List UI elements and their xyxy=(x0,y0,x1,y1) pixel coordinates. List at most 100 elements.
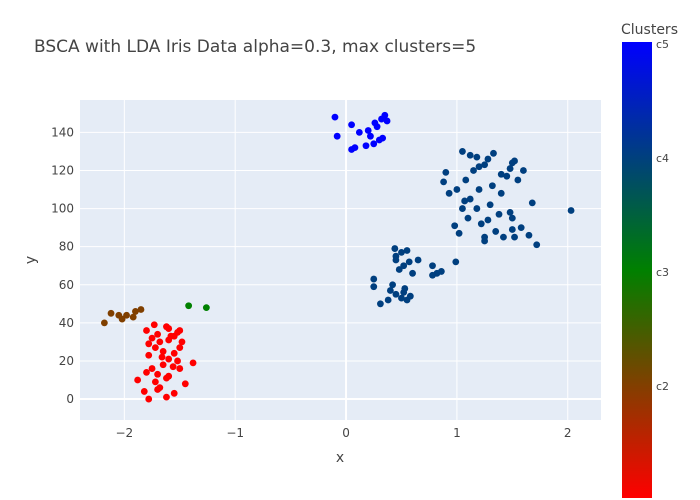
colorbar-tick-label: c4 xyxy=(656,152,669,165)
data-point-c4 xyxy=(528,199,536,207)
data-point-c5 xyxy=(362,142,370,150)
data-point-c1 xyxy=(143,368,150,376)
x-tick-label: −2 xyxy=(115,426,133,440)
data-point-c1 xyxy=(143,327,150,334)
data-point-c4 xyxy=(497,170,505,178)
data-point-c1 xyxy=(134,376,142,384)
data-point-c4 xyxy=(409,269,416,277)
colorbar xyxy=(622,42,652,498)
data-point-c4 xyxy=(442,168,450,176)
data-point-c4 xyxy=(392,256,400,264)
data-point-c5 xyxy=(383,117,391,125)
data-point-c4 xyxy=(567,207,575,214)
data-point-c1 xyxy=(150,321,158,329)
data-point-c1 xyxy=(145,340,153,348)
data-point-c1 xyxy=(167,332,175,340)
data-point-c4 xyxy=(475,186,483,193)
data-point-c1 xyxy=(170,349,178,357)
data-point-c4 xyxy=(455,229,463,237)
data-point-c4 xyxy=(459,205,466,212)
data-point-c4 xyxy=(503,172,511,180)
y-tick-label: 80 xyxy=(59,240,74,254)
data-point-c4 xyxy=(475,163,483,171)
data-point-c4 xyxy=(391,245,399,252)
data-point-c5 xyxy=(379,134,387,142)
y-tick-label: 40 xyxy=(59,316,74,330)
colorbar-ticks: c2 c3 c4 c5 xyxy=(656,38,669,393)
data-point-c4 xyxy=(398,294,405,302)
grid-lines xyxy=(80,100,601,420)
data-point-c1 xyxy=(154,330,161,338)
data-point-c4 xyxy=(511,233,518,241)
data-point-c4 xyxy=(395,266,403,273)
data-point-c5 xyxy=(364,127,372,134)
data-point-c1 xyxy=(145,351,153,359)
data-point-c4 xyxy=(481,161,489,169)
data-point-c4 xyxy=(405,258,413,266)
data-point-c1 xyxy=(165,355,173,363)
data-point-c5 xyxy=(367,132,374,140)
data-point-c4 xyxy=(464,214,472,222)
y-tick-label: 60 xyxy=(59,278,74,292)
x-axis-ticks: −2 −1 0 1 2 xyxy=(115,426,571,440)
data-point-c2 xyxy=(123,311,130,319)
data-point-c2 xyxy=(137,306,145,313)
data-point-c4 xyxy=(370,275,378,283)
data-point-c5 xyxy=(351,144,359,152)
x-tick-label: −1 xyxy=(226,426,244,440)
data-point-c1 xyxy=(154,370,161,378)
data-point-c4 xyxy=(506,165,514,172)
data-point-c4 xyxy=(414,256,422,264)
data-point-c4 xyxy=(459,148,466,155)
data-point-c1 xyxy=(154,386,161,393)
data-point-c1 xyxy=(158,353,166,361)
data-point-c4 xyxy=(400,262,408,270)
data-point-c1 xyxy=(178,338,186,346)
data-points xyxy=(100,111,575,403)
data-point-c5 xyxy=(348,121,355,129)
data-point-c1 xyxy=(140,388,148,395)
data-point-c5 xyxy=(370,140,378,148)
x-tick-label: 0 xyxy=(342,426,350,440)
data-point-c4 xyxy=(392,290,400,298)
data-point-c1 xyxy=(148,365,156,372)
data-point-c3 xyxy=(185,302,193,310)
data-point-c4 xyxy=(403,247,411,254)
data-point-c4 xyxy=(500,233,507,241)
data-point-c1 xyxy=(165,372,173,380)
colorbar-tick-label: c5 xyxy=(656,38,669,51)
colorbar-tick-label: c2 xyxy=(656,380,669,393)
data-point-c4 xyxy=(520,167,527,174)
data-point-c4 xyxy=(401,285,409,292)
data-point-c4 xyxy=(389,281,396,289)
data-point-c4 xyxy=(488,182,496,190)
data-point-c1 xyxy=(156,338,164,346)
data-point-c1 xyxy=(163,323,170,331)
x-axis-label: x xyxy=(336,450,344,466)
data-point-c5 xyxy=(373,123,381,131)
data-point-c4 xyxy=(533,241,541,249)
data-point-c4 xyxy=(470,167,477,174)
x-tick-label: 1 xyxy=(453,426,461,440)
data-point-c4 xyxy=(514,176,522,184)
y-axis-ticks: 0 20 40 60 80 100 120 140 xyxy=(51,125,74,406)
data-point-c4 xyxy=(506,208,514,216)
data-point-c1 xyxy=(174,357,181,365)
data-point-c4 xyxy=(525,231,533,239)
data-point-c1 xyxy=(181,380,189,388)
data-point-c1 xyxy=(151,344,159,352)
data-point-c4 xyxy=(466,151,474,159)
data-point-c4 xyxy=(486,201,494,209)
colorbar-title: Clusters xyxy=(621,22,678,38)
data-point-c4 xyxy=(508,214,516,222)
y-tick-label: 140 xyxy=(51,125,74,139)
x-tick-label: 2 xyxy=(564,426,572,440)
data-point-c4 xyxy=(452,258,460,266)
data-point-c2 xyxy=(115,311,123,319)
data-point-c4 xyxy=(451,222,459,230)
data-point-c1 xyxy=(148,334,156,342)
data-point-c2 xyxy=(107,309,115,317)
data-point-c1 xyxy=(176,365,184,372)
data-point-c4 xyxy=(492,228,500,235)
